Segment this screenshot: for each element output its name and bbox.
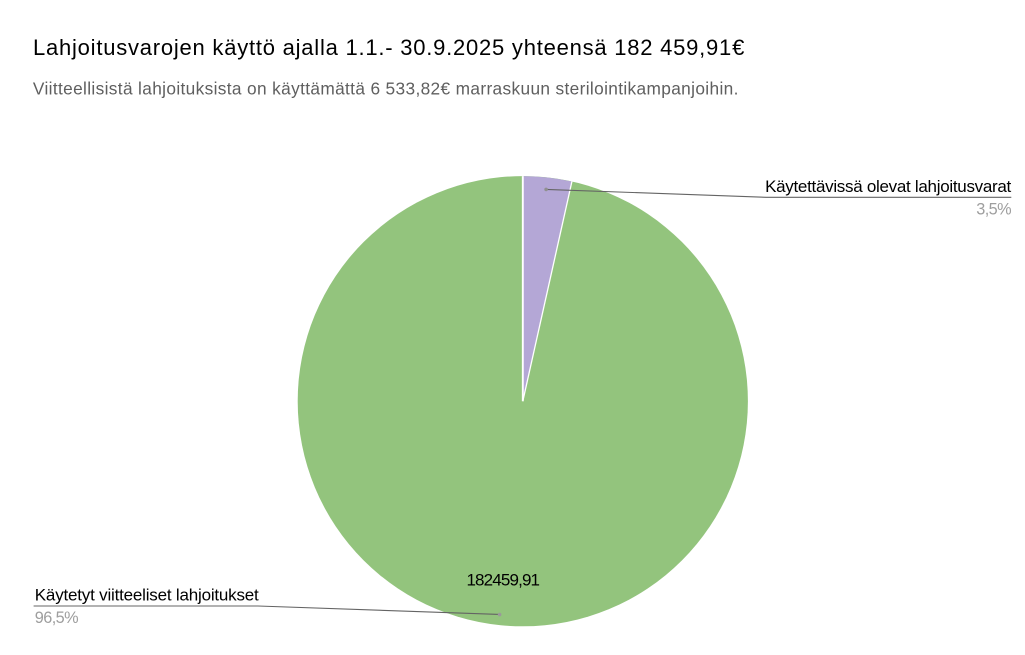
svg-text:96,5%: 96,5% — [35, 609, 78, 627]
svg-text:182459,91: 182459,91 — [466, 571, 539, 590]
svg-text:Käytetyt viitteeliset lahjoitu: Käytetyt viitteeliset lahjoitukset — [35, 586, 259, 605]
svg-text:Viitteellisistä lahjoituksista: Viitteellisistä lahjoituksista on käyttä… — [33, 79, 739, 99]
svg-text:3,5%: 3,5% — [976, 200, 1011, 218]
svg-text:Käytettävissä olevat lahjoitus: Käytettävissä olevat lahjoitusvarat — [765, 177, 1011, 196]
svg-text:Lahjoitusvarojen käyttö ajalla: Lahjoitusvarojen käyttö ajalla 1.1.- 30.… — [33, 35, 745, 60]
